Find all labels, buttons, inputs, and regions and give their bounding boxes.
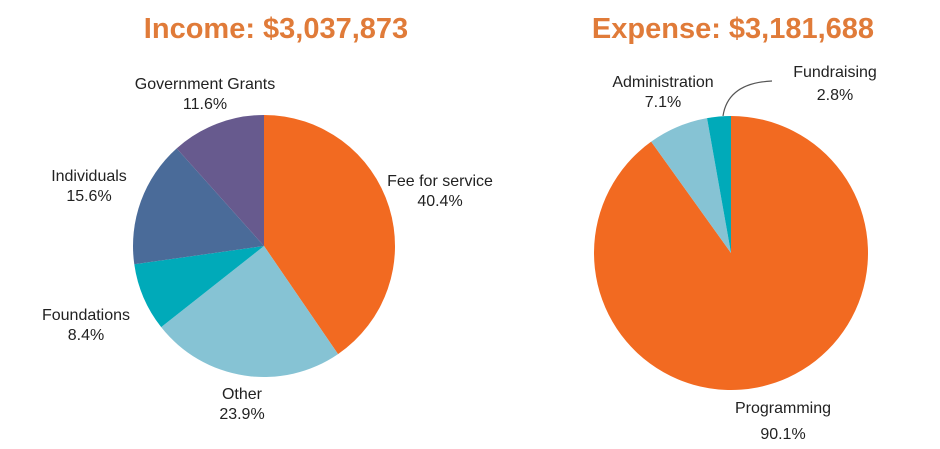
label-fee-for-service: Fee for service — [387, 173, 493, 190]
pct-administration: 7.1% — [645, 94, 681, 111]
pct-foundations: 8.4% — [68, 327, 104, 344]
pie-slice-administration — [651, 118, 731, 253]
pct-fundraising: 2.8% — [817, 87, 853, 104]
pct-other: 23.9% — [219, 406, 264, 423]
pie-slice-individuals — [133, 148, 264, 265]
pie-slice-fundraising — [707, 116, 731, 253]
pct-government-grants: 11.6% — [183, 96, 227, 113]
label-programming: Programming — [735, 400, 831, 417]
pie-slice-government-grants — [176, 115, 264, 246]
label-foundations: Foundations — [42, 307, 130, 324]
label-government-grants: Government Grants — [135, 76, 276, 93]
fundraising-leader-line — [722, 80, 773, 117]
pie-slice-other — [161, 246, 339, 378]
pct-fee-for-service: 40.4% — [417, 193, 462, 210]
label-other: Other — [222, 386, 263, 403]
label-fundraising: Fundraising — [793, 64, 877, 81]
pie-slice-fee-for-service — [264, 115, 396, 355]
label-administration: Administration — [612, 74, 713, 91]
pct-programming: 90.1% — [760, 426, 805, 443]
income-title: Income: $3,037,873 — [144, 13, 408, 45]
income-pie — [133, 115, 396, 378]
pct-individuals: 15.6% — [66, 188, 111, 205]
label-individuals: Individuals — [51, 168, 127, 185]
pie-slice-foundations — [134, 246, 264, 328]
expense-pie — [594, 116, 868, 390]
expense-title: Expense: $3,181,688 — [592, 13, 874, 45]
